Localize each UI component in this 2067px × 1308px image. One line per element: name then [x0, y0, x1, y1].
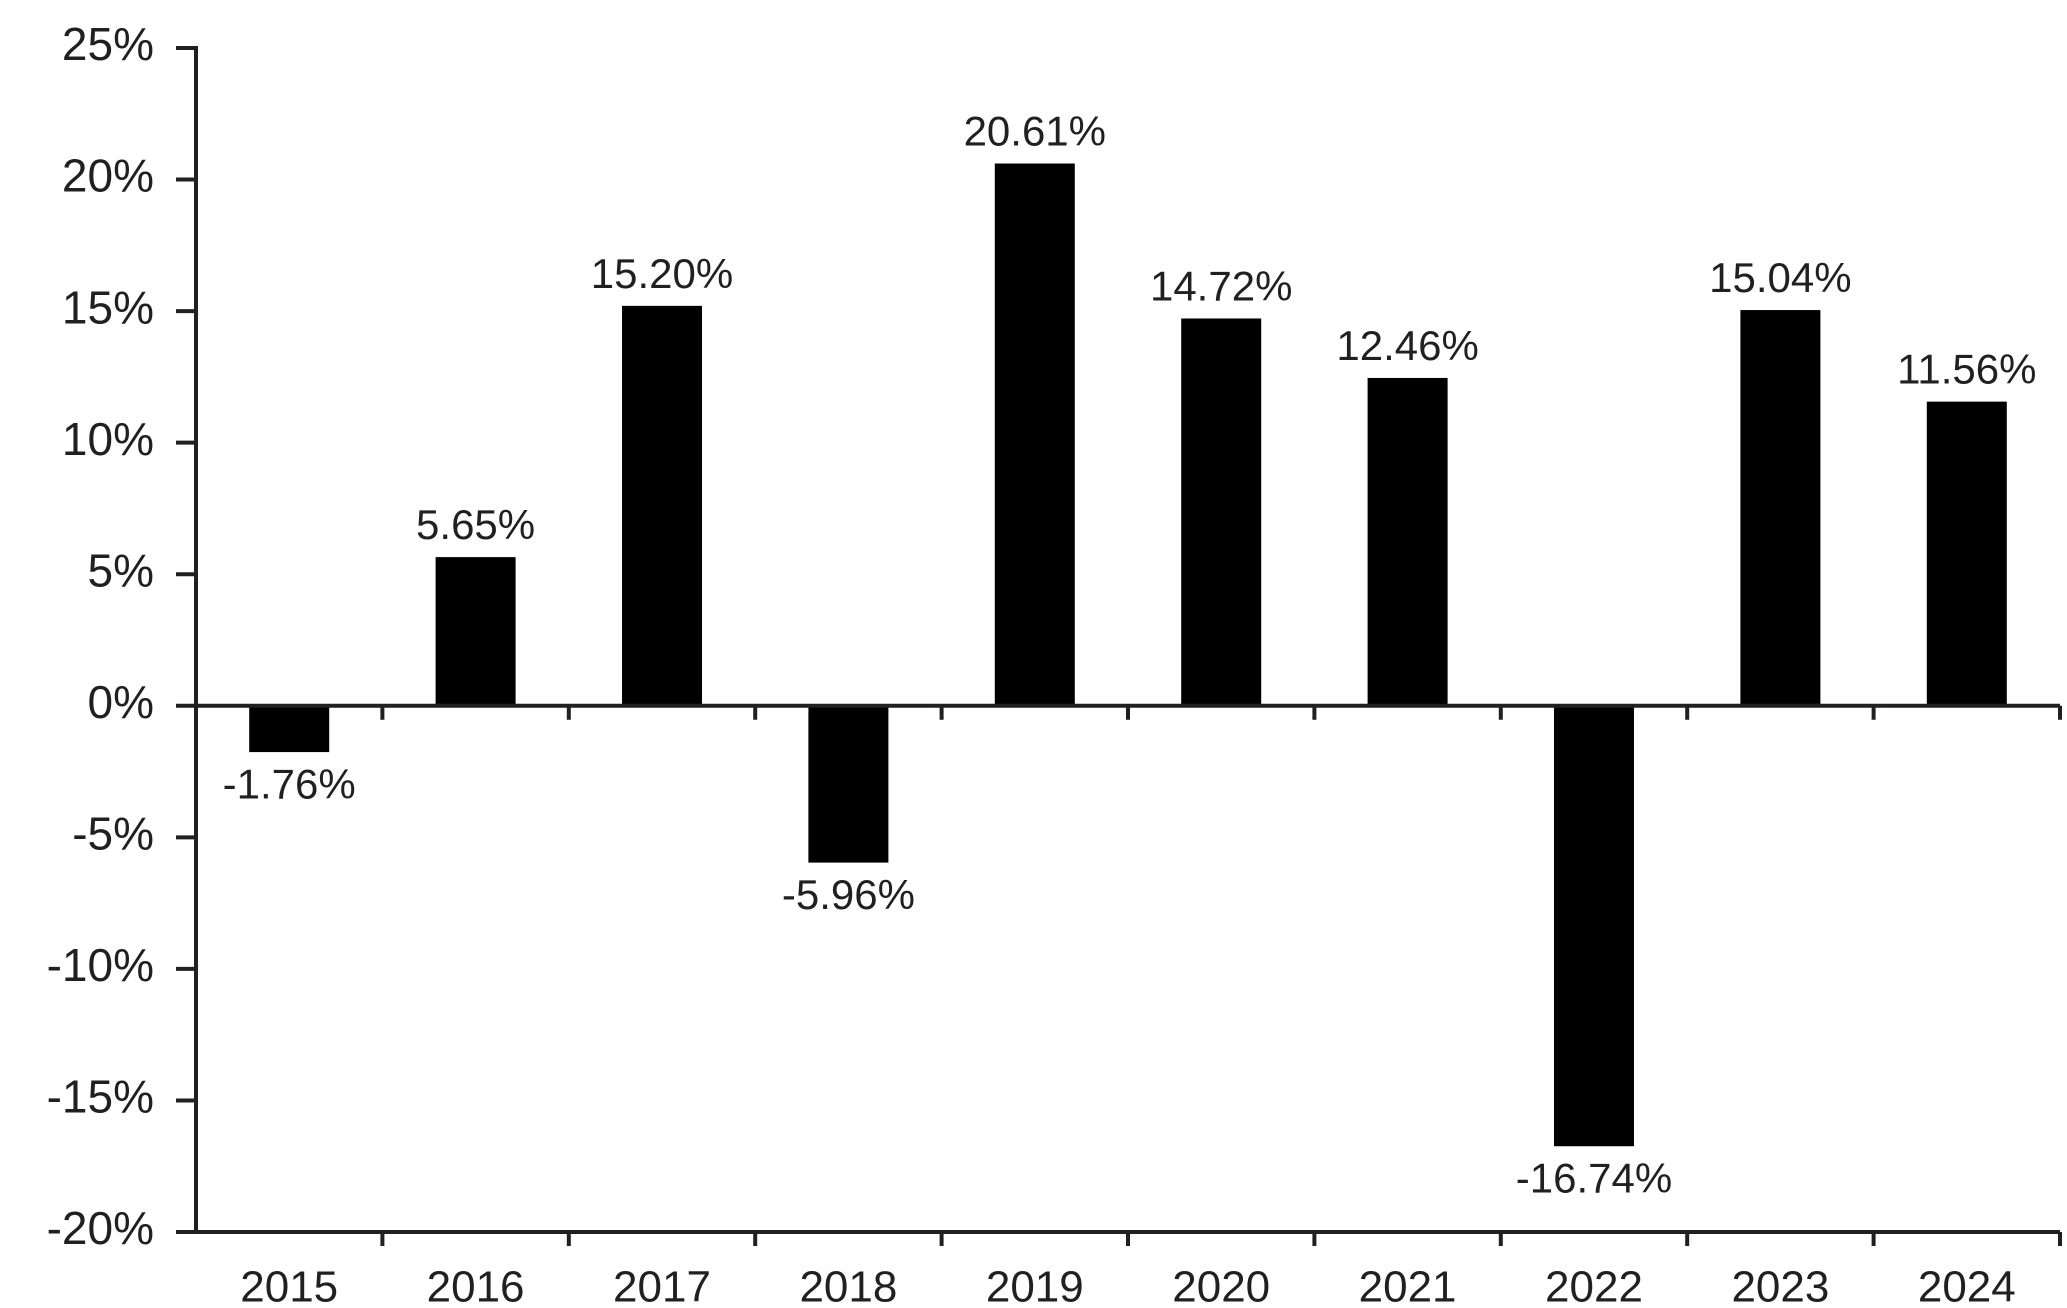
y-tick-label: 5%: [88, 544, 154, 596]
bar-2023: [1740, 310, 1821, 706]
category-label-2024: 2024: [1918, 1263, 2016, 1308]
data-label-2021: 12.46%: [1336, 322, 1478, 369]
data-labels: -1.76% 5.65% 15.20% -5.96% 20.61% 14.72% 12.46…: [223, 108, 2037, 1202]
data-label-2022: -16.74%: [1516, 1155, 1672, 1202]
category-label-2015: 2015: [240, 1263, 338, 1308]
data-label-2019: 20.61%: [964, 108, 1106, 155]
y-tick-label: 20%: [62, 150, 154, 202]
category-label-2020: 2020: [1172, 1263, 1270, 1308]
data-label-2023: 15.04%: [1709, 254, 1851, 301]
data-label-2017: 15.20%: [591, 250, 733, 297]
x-axis-ticks: [380, 705, 2062, 1246]
category-label-2016: 2016: [427, 1263, 525, 1308]
y-tick-label: -15%: [47, 1071, 154, 1123]
y-tick-label: 10%: [62, 413, 154, 465]
bar-2022: [1554, 705, 1634, 1147]
bar-2016: [435, 557, 516, 706]
bar-2018: [808, 705, 889, 863]
y-tick-label: 0%: [88, 676, 154, 728]
bars: [249, 163, 2007, 1147]
data-label-2016: 5.65%: [416, 501, 535, 548]
axes: [194, 46, 2060, 1234]
y-tick-label: -20%: [47, 1202, 154, 1254]
bar-2019: [994, 163, 1075, 706]
category-label-2019: 2019: [986, 1263, 1084, 1308]
bar-2015: [249, 705, 330, 753]
bar-2024: [1926, 401, 2007, 706]
category-label-2022: 2022: [1545, 1263, 1643, 1308]
category-label-2018: 2018: [799, 1263, 897, 1308]
category-labels: 2015 2016 2017 2018 2019 2020 2021 2022 2023 2024: [240, 1263, 2015, 1308]
y-tick-label: -10%: [47, 939, 154, 991]
bar-2020: [1181, 318, 1262, 706]
data-label-2024: 11.56%: [1897, 346, 2036, 393]
data-label-2020: 14.72%: [1150, 262, 1292, 309]
bar-2017: [622, 305, 702, 706]
y-axis-ticks: 25% 20% 15% 10% 5% 0% -5% -10% -15% -20%: [47, 18, 196, 1254]
y-tick-label: -5%: [72, 807, 154, 859]
y-tick-label: 15%: [62, 281, 154, 333]
data-label-2015: -1.76%: [223, 760, 356, 807]
bar-2021: [1367, 377, 1448, 706]
category-label-2021: 2021: [1359, 1263, 1457, 1308]
category-label-2017: 2017: [613, 1263, 711, 1308]
category-label-2023: 2023: [1731, 1263, 1829, 1308]
y-tick-label: 25%: [62, 18, 154, 70]
data-label-2018: -5.96%: [782, 871, 915, 918]
